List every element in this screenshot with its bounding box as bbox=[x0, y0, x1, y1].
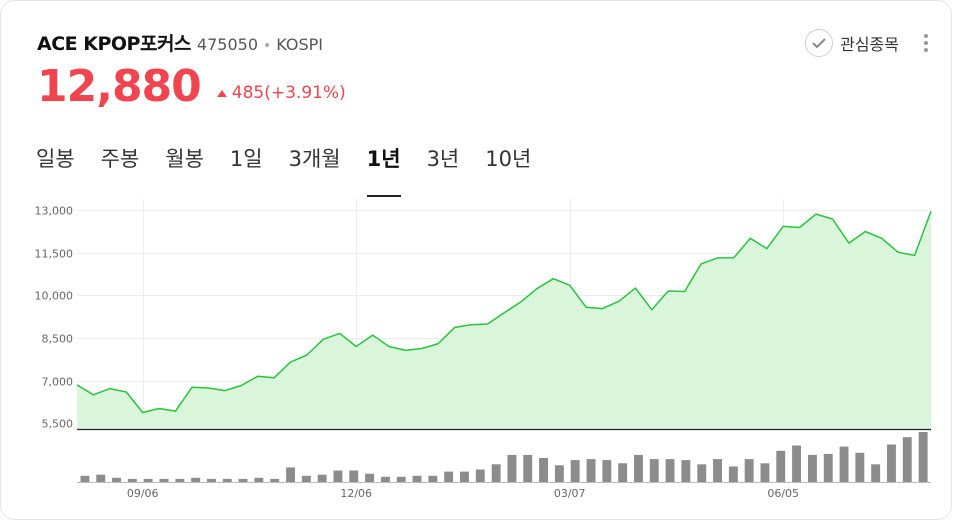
volume-bar-53 bbox=[918, 432, 928, 482]
price-area bbox=[77, 211, 931, 429]
volume-bar-15 bbox=[317, 474, 327, 482]
y-tick-label-0: 13,000 bbox=[35, 205, 74, 218]
y-tick-label-2: 10,000 bbox=[35, 290, 74, 303]
volume-bar-2 bbox=[112, 477, 121, 482]
current-price: 12,880 bbox=[37, 61, 202, 112]
volume-bar-31 bbox=[570, 460, 580, 482]
volume-bar-16 bbox=[333, 470, 343, 482]
volume-bar-40 bbox=[713, 459, 722, 482]
volume-bar-33 bbox=[602, 460, 612, 482]
volume-bar-0 bbox=[80, 475, 90, 483]
volume-bar-9 bbox=[222, 478, 232, 482]
volume-bar-52 bbox=[902, 437, 912, 482]
price-change: 485(+3.91%) bbox=[216, 83, 346, 103]
y-tick-label-3: 8,500 bbox=[42, 333, 74, 346]
tab-3[interactable]: 1일 bbox=[229, 147, 263, 171]
price-change-text: 485(+3.91%) bbox=[231, 83, 346, 103]
tab-4[interactable]: 3개월 bbox=[288, 147, 341, 171]
volume-bar-42 bbox=[744, 459, 754, 482]
price-chart[interactable]: 13,000 11,500 10,000 8,500 7,000 5,500 09/06 12… bbox=[1, 199, 953, 499]
volume-bar-18 bbox=[365, 473, 374, 482]
up-arrow-icon bbox=[216, 89, 227, 97]
check-icon bbox=[805, 29, 834, 57]
stock-code: 475050 bbox=[196, 35, 258, 54]
volume-bar-30 bbox=[554, 465, 564, 482]
volume-bar-5 bbox=[159, 478, 169, 482]
stock-header: ACE KPOP포커스 475050 • KOSPI bbox=[37, 29, 323, 59]
volume-bar-10 bbox=[238, 478, 248, 482]
volume-bar-20 bbox=[396, 476, 406, 482]
volume-bar-4 bbox=[143, 478, 153, 482]
volume-bar-28 bbox=[523, 454, 533, 482]
x-tick-label-0: 09/06 bbox=[127, 487, 159, 499]
volume-bar-12 bbox=[270, 478, 280, 482]
volume-bar-8 bbox=[207, 478, 216, 482]
volume-bar-49 bbox=[855, 452, 865, 482]
volume-bar-34 bbox=[618, 463, 628, 483]
tab-0[interactable]: 일봉 bbox=[36, 147, 75, 171]
tab-7[interactable]: 10년 bbox=[485, 147, 532, 171]
volume-bar-36 bbox=[649, 459, 659, 482]
stock-name[interactable]: ACE KPOP포커스 bbox=[37, 33, 191, 55]
watchlist-button[interactable]: 관심종목 bbox=[805, 29, 899, 57]
y-tick-label-4: 7,000 bbox=[42, 376, 74, 389]
volume-bar-41 bbox=[728, 466, 738, 482]
volume-bar-25 bbox=[475, 469, 485, 482]
volume-bar-13 bbox=[286, 467, 295, 482]
x-tick-label-3: 06/05 bbox=[767, 487, 799, 499]
volume-bar-51 bbox=[887, 444, 896, 482]
volume-bar-46 bbox=[808, 454, 817, 482]
exchange-label: KOSPI bbox=[276, 35, 323, 54]
volume-bar-3 bbox=[127, 478, 137, 482]
volume-bar-32 bbox=[586, 459, 596, 482]
volume-bar-39 bbox=[697, 464, 707, 482]
volume-bar-6 bbox=[175, 478, 185, 482]
volume-bar-14 bbox=[301, 475, 311, 483]
volume-bar-21 bbox=[412, 475, 422, 483]
volume-bar-19 bbox=[381, 476, 390, 482]
volume-bar-11 bbox=[254, 477, 264, 482]
tab-5[interactable]: 1년 bbox=[354, 143, 414, 197]
tab-6[interactable]: 3년 bbox=[426, 147, 460, 171]
volume-bar-7 bbox=[191, 477, 201, 482]
price-row: 12,880 485(+3.91%) bbox=[37, 63, 346, 111]
separator-dot: • bbox=[263, 38, 272, 54]
price-line bbox=[76, 211, 932, 414]
volume-bar-47 bbox=[823, 453, 833, 482]
volume-bar-45 bbox=[792, 445, 801, 482]
volume-bar-23 bbox=[444, 471, 454, 482]
volume-bar-26 bbox=[491, 464, 501, 482]
watchlist-label: 관심종목 bbox=[840, 35, 899, 54]
volume-bar-50 bbox=[871, 464, 881, 482]
volume-bar-44 bbox=[776, 450, 786, 483]
period-tabs: 일봉 주봉 월봉 1일 3개월 1년 3년 10년 bbox=[23, 143, 544, 197]
x-tick-label-2: 03/07 bbox=[554, 487, 586, 499]
volume-bar-48 bbox=[839, 446, 849, 482]
volume-bar-38 bbox=[681, 460, 691, 482]
tab-1[interactable]: 주봉 bbox=[100, 147, 140, 171]
x-tick-label-1: 12/06 bbox=[340, 487, 372, 499]
volume-bar-17 bbox=[349, 470, 359, 482]
volume-bar-43 bbox=[760, 463, 770, 483]
y-tick-label-5: 5,500 bbox=[42, 418, 74, 431]
volume-bar-1 bbox=[96, 474, 106, 482]
volume-bar-24 bbox=[460, 471, 469, 482]
volume-bar-27 bbox=[507, 454, 517, 482]
volume-bar-35 bbox=[634, 454, 643, 482]
tab-2[interactable]: 월봉 bbox=[165, 147, 204, 171]
more-options-icon[interactable] bbox=[923, 34, 929, 54]
volume-bar-22 bbox=[428, 475, 438, 483]
y-tick-label-1: 11,500 bbox=[35, 248, 74, 261]
volume-bar-37 bbox=[665, 459, 675, 482]
volume-bar-29 bbox=[539, 458, 548, 482]
